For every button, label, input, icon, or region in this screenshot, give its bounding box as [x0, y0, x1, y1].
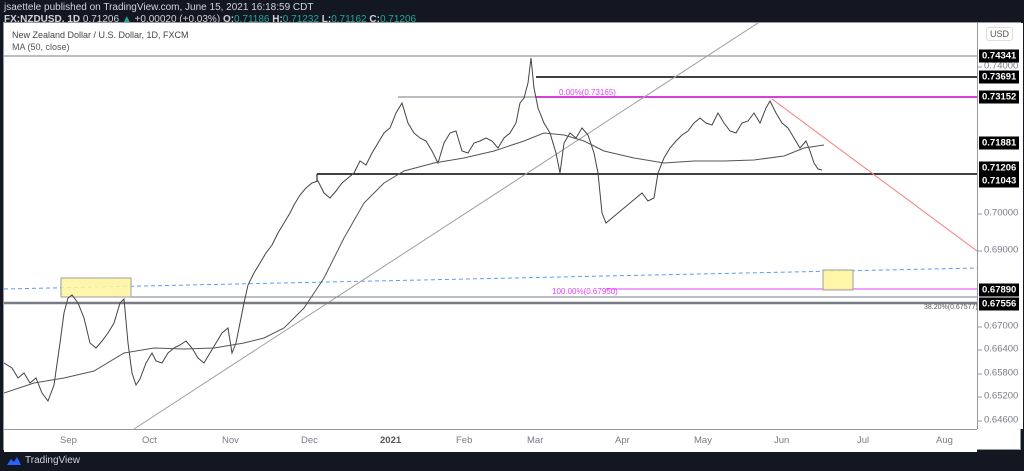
y-tick: 0.70000	[977, 207, 1019, 219]
y-tick: 0.69000	[977, 244, 1019, 256]
price-label: 0.67890	[979, 283, 1020, 297]
ascending-trendline	[133, 23, 759, 429]
publish-header: jsaettele published on TradingView.com, …	[4, 2, 416, 26]
x-tick: Sep	[60, 435, 77, 446]
symbol: FX:NZDUSD, 1D	[4, 14, 81, 25]
currency-button[interactable]: USD	[986, 27, 1014, 41]
y-tick: 0.74000	[977, 60, 1019, 72]
price-bars	[4, 57, 823, 403]
x-tick: Apr	[615, 435, 630, 446]
last-price: 0.71206	[82, 14, 120, 25]
chart-legend: New Zealand Dollar / U.S. Dollar, 1D, FX…	[12, 29, 189, 53]
price-label: 0.71206	[979, 161, 1020, 175]
x-tick: May	[694, 435, 712, 446]
indicator-label[interactable]: MA (50, close)	[12, 42, 70, 52]
highlight-box-left	[60, 277, 132, 298]
tradingview-logo-icon	[7, 456, 21, 465]
high-value: 0.71232	[282, 14, 319, 25]
x-tick: Jun	[774, 435, 790, 446]
x-tick: Oct	[142, 435, 157, 446]
close-value: 0.71206	[379, 14, 417, 25]
price-chart-svg: 0.00%(0.73165) 100.00%(0.67950) 38.20%(0…	[4, 23, 977, 429]
chart-frame[interactable]: 0.00%(0.73165) 100.00%(0.67950) 38.20%(0…	[3, 22, 1023, 452]
brand-name: TradingView	[25, 455, 81, 466]
dashed-trendline	[4, 267, 977, 290]
fib-0-label: 0.00%(0.73165)	[559, 88, 616, 97]
x-tick: Feb	[456, 435, 473, 446]
close-label: C:	[369, 14, 380, 25]
x-tick: Dec	[301, 435, 318, 446]
y-tick: 0.65200	[977, 390, 1019, 402]
price-label: 0.74341	[979, 49, 1020, 63]
symbol-quote-line: FX:NZDUSD, 1D 0.71206 ▲ +0.00020 (+0.03%…	[4, 14, 416, 26]
open-label: O:	[222, 14, 235, 25]
price-axis[interactable]: USD 0.74000 0.70000 0.69000 0.67000 0.66…	[977, 23, 1023, 429]
x-tick: 2021	[380, 435, 402, 446]
series-title: New Zealand Dollar / U.S. Dollar, 1D, FX…	[12, 30, 189, 40]
price-plot[interactable]: 0.00%(0.73165) 100.00%(0.67950) 38.20%(0…	[4, 23, 977, 429]
low-label: L:	[321, 14, 332, 25]
fib-100-label: 100.00%(0.67950)	[552, 287, 618, 296]
high-label: H:	[272, 14, 283, 25]
footer-brand[interactable]: TradingView	[6, 455, 80, 466]
price-label: 0.71881	[979, 136, 1020, 150]
x-tick: Jul	[857, 435, 870, 446]
low-value: 0.71162	[331, 14, 367, 25]
price-label: 0.67556	[979, 297, 1020, 311]
highlight-box-right	[822, 269, 854, 291]
price-label: 0.73152	[979, 90, 1020, 104]
x-tick: Mar	[527, 435, 544, 446]
x-tick: Aug	[936, 435, 953, 446]
y-tick: 0.64600	[977, 414, 1019, 426]
ma50-line	[4, 132, 825, 394]
open-value: 0.71186	[234, 14, 270, 25]
publish-info: jsaettele published on TradingView.com, …	[4, 2, 314, 13]
change-value: +0.00020 (+0.03%)	[134, 14, 221, 25]
fib-382-label: 38.20%(0.67577)	[924, 304, 977, 311]
price-label: 0.71043	[979, 174, 1020, 188]
descending-trendline	[771, 98, 977, 252]
change-up-icon: ▲	[121, 14, 132, 25]
price-label: 0.73691	[979, 70, 1020, 84]
y-tick: 0.66400	[977, 343, 1019, 355]
x-tick: Nov	[222, 435, 239, 446]
time-axis[interactable]: Sep Oct Nov Dec 2021 Feb Mar Apr May Jun…	[4, 429, 977, 452]
y-tick: 0.67000	[977, 320, 1019, 332]
y-tick: 0.65800	[977, 367, 1019, 379]
